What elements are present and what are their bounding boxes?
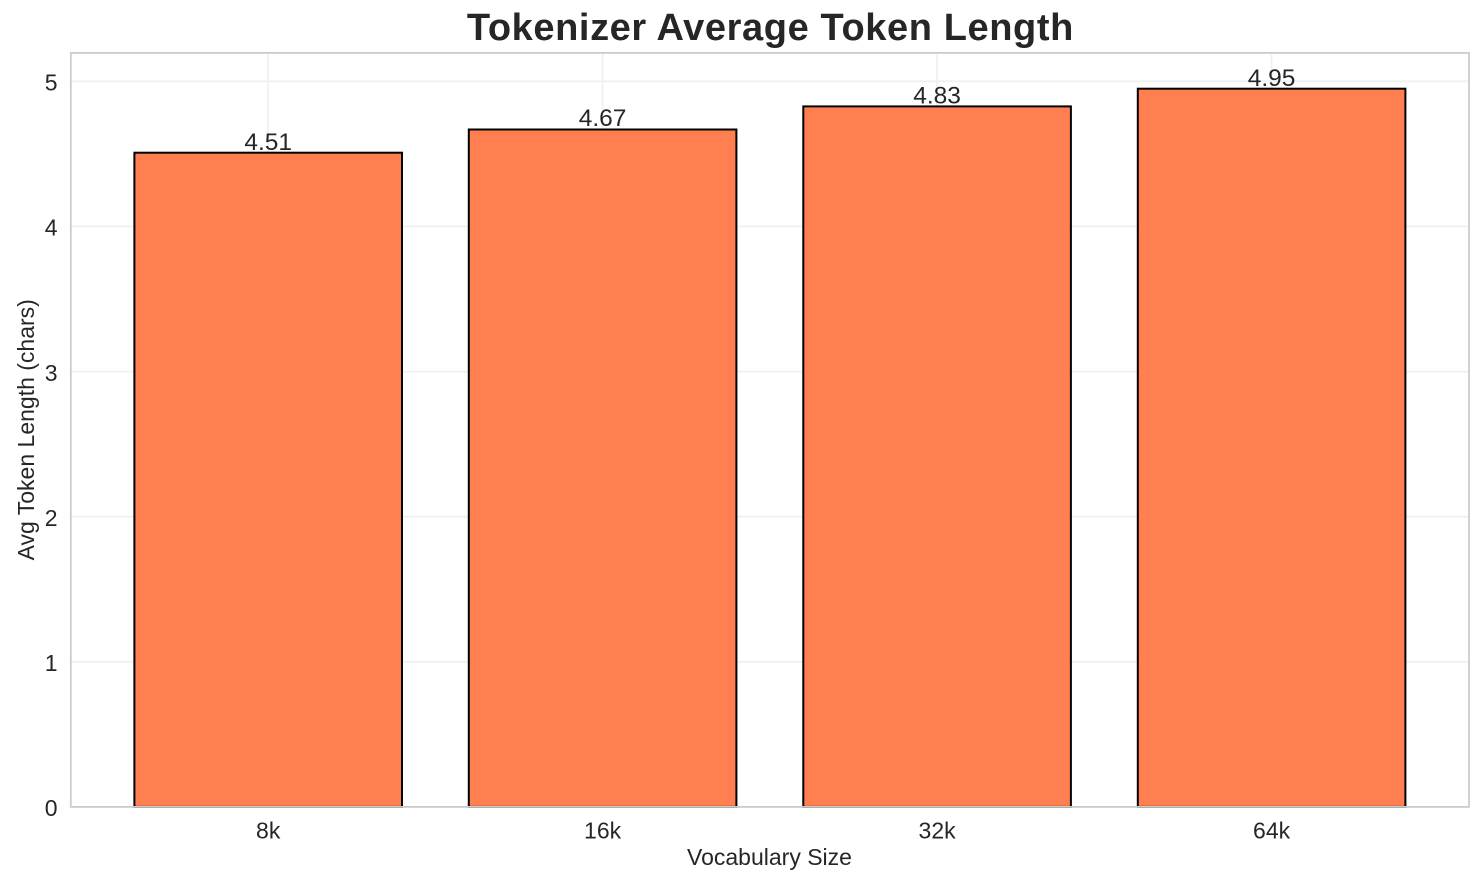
svg-text:2: 2 — [45, 505, 58, 531]
svg-text:0: 0 — [45, 795, 58, 821]
svg-text:5: 5 — [45, 70, 58, 96]
svg-text:Vocabulary Size: Vocabulary Size — [687, 844, 852, 870]
svg-text:4.51: 4.51 — [244, 129, 292, 156]
svg-text:64k: 64k — [1253, 818, 1291, 844]
svg-text:4: 4 — [45, 215, 58, 241]
svg-text:Avg Token Length (chars): Avg Token Length (chars) — [13, 299, 39, 560]
svg-text:Tokenizer Average Token Length: Tokenizer Average Token Length — [467, 7, 1074, 49]
svg-text:4.67: 4.67 — [579, 105, 627, 132]
svg-text:1: 1 — [45, 650, 58, 676]
svg-text:16k: 16k — [584, 818, 622, 844]
svg-text:3: 3 — [45, 360, 58, 386]
svg-text:8k: 8k — [256, 818, 281, 844]
svg-text:4.95: 4.95 — [1248, 65, 1296, 92]
svg-text:32k: 32k — [919, 818, 957, 844]
svg-text:4.83: 4.83 — [913, 82, 961, 109]
